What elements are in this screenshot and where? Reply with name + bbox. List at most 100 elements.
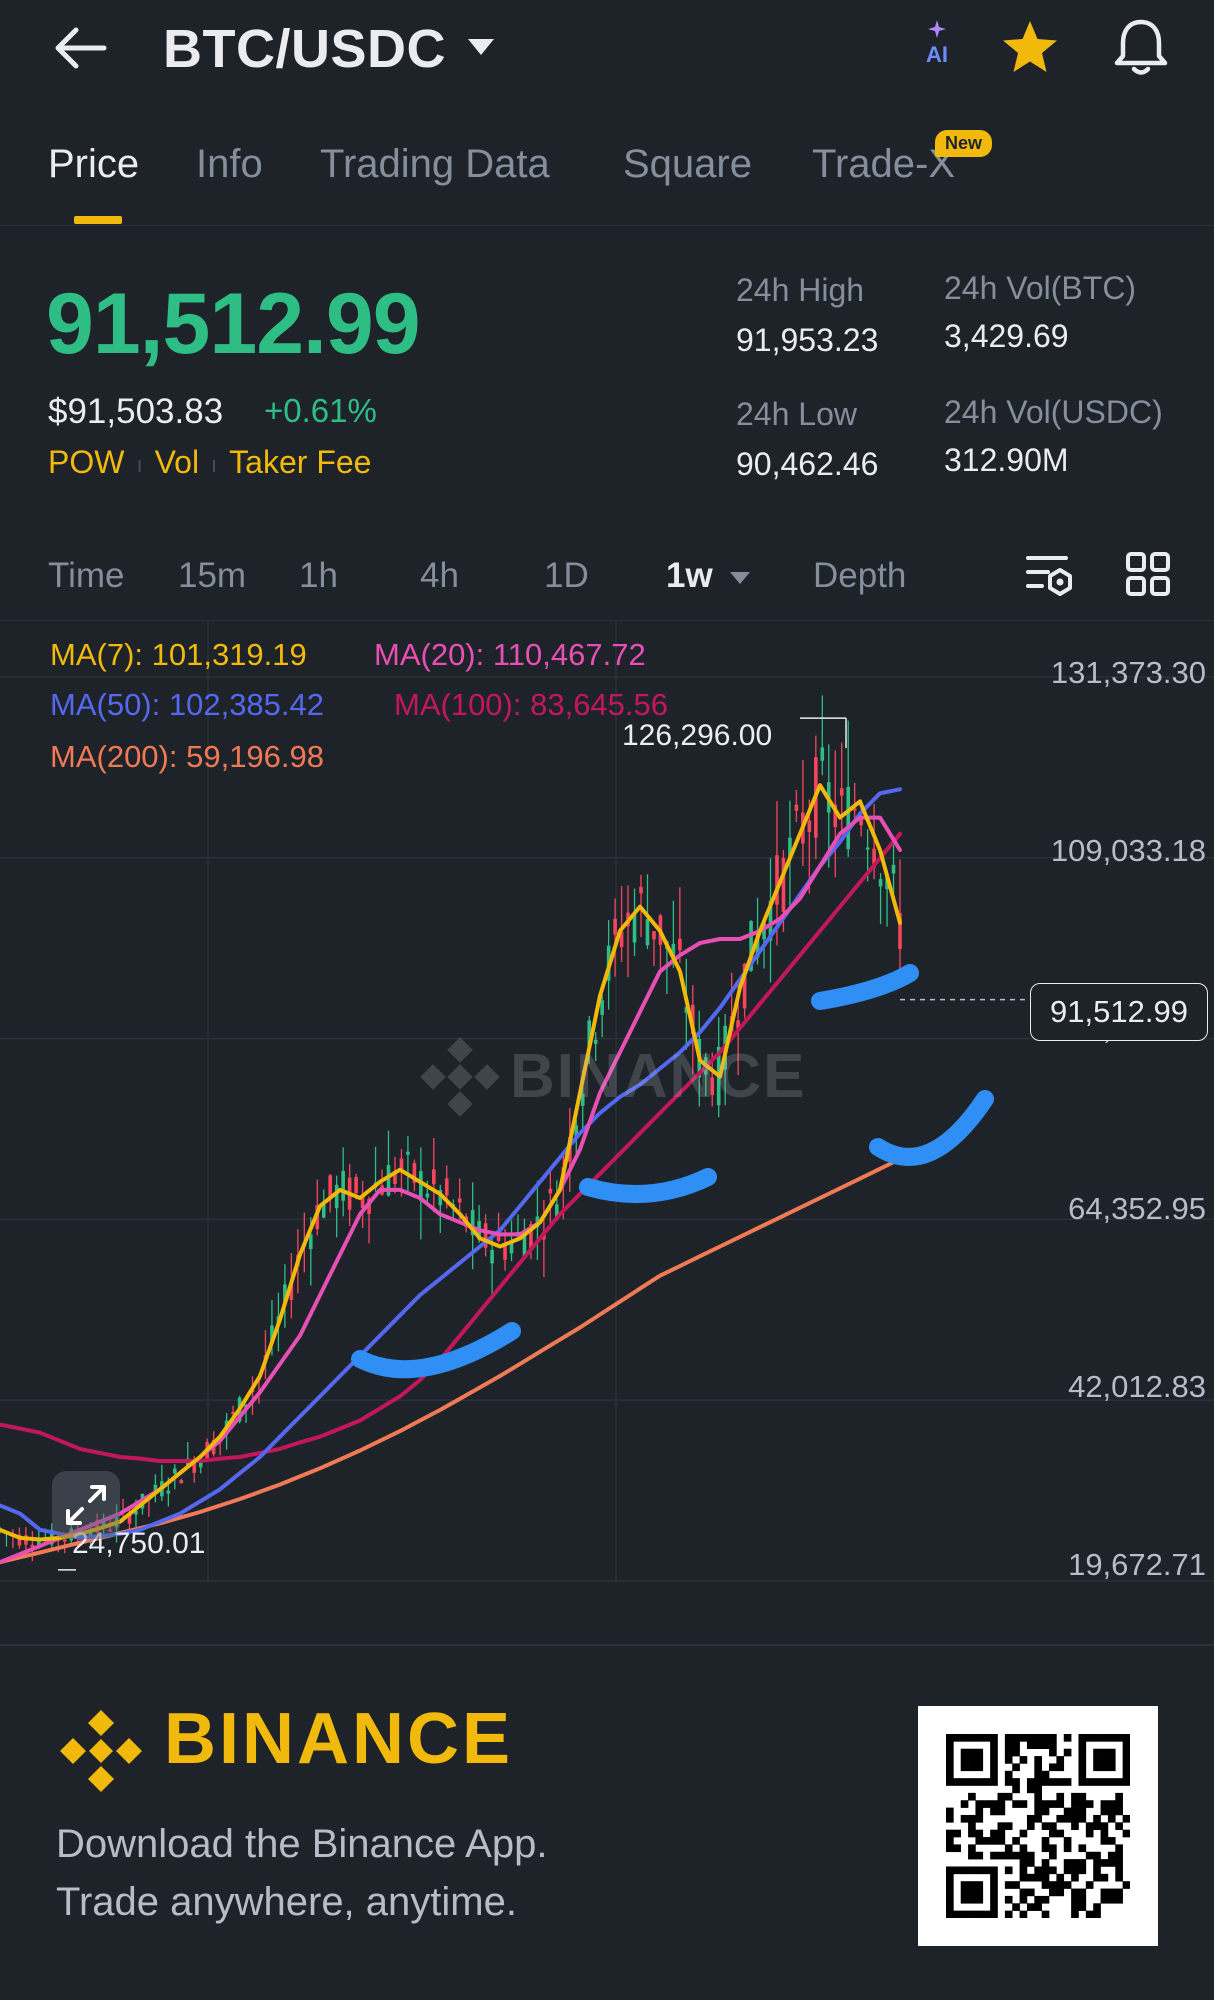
ma200-label: MA(200): 59,196.98 [50, 739, 325, 774]
vol-btc-value: 3,429.69 [944, 318, 1069, 354]
back-arrow-icon[interactable] [52, 26, 108, 70]
qr-module [1056, 1888, 1065, 1897]
candle-body [490, 1249, 494, 1264]
interval-15m[interactable]: 15m [178, 556, 247, 595]
tag-vol[interactable]: Vol [154, 444, 200, 480]
qr-module [975, 1910, 984, 1919]
interval-1d[interactable]: 1D [544, 556, 589, 595]
qr-module [1100, 1734, 1109, 1742]
interval-1w[interactable]: 1w [666, 556, 713, 595]
qr-module [1019, 1829, 1028, 1838]
ai-icon[interactable]: AI [915, 18, 959, 68]
qr-module [990, 1800, 998, 1808]
qr-code[interactable] [918, 1706, 1158, 1946]
candle-body [360, 1196, 365, 1209]
qr-module [1071, 1800, 1079, 1808]
qr-module [946, 1734, 954, 1742]
grid-layout-icon[interactable] [1126, 552, 1170, 596]
qr-module [1100, 1800, 1109, 1808]
qr-module [1004, 1851, 1013, 1860]
qr-module [1026, 1873, 1035, 1882]
tab-trading-data[interactable]: Trading Data [320, 142, 550, 186]
qr-module [1041, 1837, 1050, 1845]
qr-module [968, 1756, 976, 1764]
qr-module [1063, 1859, 1072, 1867]
interval-4h[interactable]: 4h [420, 556, 459, 595]
usd-price: $91,503.83 [48, 392, 224, 431]
bell-icon[interactable] [1110, 16, 1172, 78]
qr-module [990, 1778, 998, 1786]
qr-module [1078, 1807, 1087, 1816]
qr-module [997, 1851, 1006, 1860]
qr-module [1100, 1778, 1109, 1786]
qr-module [1012, 1785, 1020, 1794]
tab-square[interactable]: Square [623, 142, 752, 186]
candle-body [425, 1193, 430, 1198]
interval-depth[interactable]: Depth [813, 556, 907, 595]
candle-body [891, 864, 896, 874]
fullscreen-icon[interactable] [52, 1471, 120, 1539]
caret-down-icon[interactable] [728, 570, 752, 586]
qr-module [1107, 1895, 1116, 1904]
qr-module [1041, 1822, 1050, 1830]
tab-trade-x[interactable]: Trade-X [812, 142, 956, 186]
qr-module [1115, 1844, 1123, 1853]
qr-module [1004, 1778, 1013, 1786]
qr-module [1026, 1822, 1035, 1830]
qr-module [1026, 1741, 1035, 1750]
chart-settings-icon[interactable] [1026, 552, 1074, 600]
qr-module [1012, 1800, 1020, 1808]
candle-body [684, 1007, 689, 1013]
tab-info[interactable]: Info [196, 142, 263, 186]
tag-taker-fee[interactable]: Taker Fee [229, 444, 372, 480]
qr-module [1122, 1778, 1131, 1786]
candle-body [852, 808, 857, 811]
qr-module [1122, 1741, 1131, 1750]
vol-usdc-value: 312.90M [944, 442, 1069, 478]
star-icon[interactable] [1000, 18, 1060, 76]
caret-down-icon[interactable] [466, 36, 496, 58]
qr-module [1019, 1800, 1028, 1808]
qr-module [1071, 1792, 1079, 1801]
candle-body [412, 1163, 417, 1183]
price-chart[interactable]: BINANCE MA(7): 101,319.19 MA(20): 110,46… [0, 620, 1214, 1590]
qr-module [1004, 1741, 1013, 1750]
qr-module [1122, 1770, 1131, 1779]
candle-body [522, 1235, 527, 1258]
qr-module [960, 1866, 969, 1875]
qr-module [1122, 1748, 1131, 1757]
candle-body [574, 1125, 579, 1139]
qr-module [968, 1734, 976, 1742]
qr-module [1049, 1844, 1057, 1853]
qr-module [968, 1888, 976, 1897]
tag-pow[interactable]: POW [48, 444, 125, 480]
interval-time[interactable]: Time [48, 556, 125, 595]
qr-module [946, 1910, 954, 1919]
qr-code-image [946, 1734, 1131, 1919]
qr-module [960, 1763, 969, 1772]
last-price: 91,512.99 [46, 276, 421, 372]
qr-module [1026, 1778, 1035, 1786]
candle-body [807, 820, 812, 833]
qr-module [1100, 1756, 1109, 1764]
qr-module [1115, 1778, 1123, 1786]
candle-body [483, 1223, 488, 1248]
qr-module [982, 1866, 991, 1875]
interval-1h[interactable]: 1h [299, 556, 338, 595]
qr-module [1078, 1903, 1087, 1911]
qr-module [975, 1866, 984, 1875]
qr-module [975, 1888, 984, 1897]
qr-module [1041, 1895, 1050, 1904]
qr-module [1115, 1734, 1123, 1742]
candle-body [367, 1199, 371, 1215]
qr-module [1049, 1829, 1057, 1838]
qr-module [975, 1800, 984, 1808]
qr-module [1034, 1763, 1042, 1772]
qr-module [1100, 1807, 1109, 1816]
candle-body [788, 837, 792, 858]
candle-body [30, 1544, 35, 1548]
qr-module [1078, 1778, 1087, 1786]
pair-title[interactable]: BTC/USDC [163, 19, 446, 79]
low-label: 24h Low [736, 396, 857, 432]
tab-price[interactable]: Price [48, 142, 140, 186]
